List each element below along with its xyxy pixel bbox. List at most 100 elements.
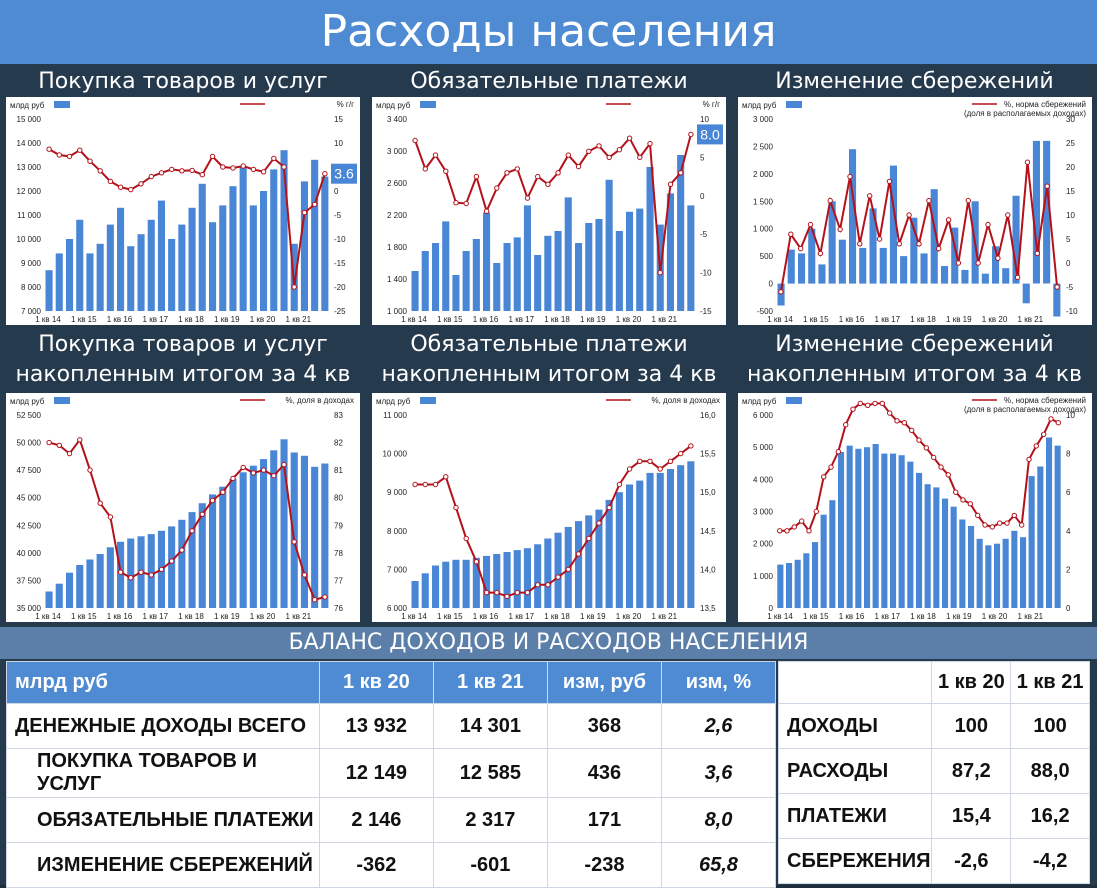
share-col-header-empty (777, 661, 933, 704)
bar (920, 253, 928, 284)
y-tick-label: 7 000 (387, 565, 408, 574)
line-point (66, 450, 73, 457)
y-tick-label: 52 500 (17, 411, 42, 420)
y2-tick-label: 25 (1066, 139, 1075, 148)
bar (1053, 283, 1061, 317)
bar (45, 270, 53, 311)
line-point (1033, 443, 1039, 449)
legend-bar-swatch (420, 101, 436, 108)
y-tick-label: 2 200 (387, 211, 408, 220)
bar (992, 246, 1000, 284)
legend-line-label: % г/г (337, 100, 354, 109)
share-col-header-q1-20: 1 кв 20 (931, 661, 1012, 704)
line-point (975, 260, 981, 266)
bar (677, 155, 685, 311)
cell: -4,2 (1010, 838, 1090, 884)
y-tick-label: 0 (769, 604, 774, 613)
bar (523, 205, 531, 311)
bar (595, 509, 603, 608)
row-label: ДОХОДЫ (777, 703, 933, 749)
bar (787, 249, 795, 284)
bar (564, 197, 572, 311)
bar (462, 251, 470, 311)
bar (687, 205, 695, 311)
bar (188, 512, 196, 608)
bar (544, 235, 552, 311)
bar (881, 453, 888, 608)
line-point (524, 195, 531, 201)
bar (300, 181, 308, 311)
line-point (77, 147, 83, 153)
table-row: ОБЯЗАТЕЛЬНЫЕ ПЛАТЕЖИ 2 146 2 317 171 8,0 (6, 797, 777, 843)
line-point (965, 197, 972, 204)
bar (157, 200, 165, 311)
x-tick-label: 1 кв 14 (35, 612, 61, 621)
bar (300, 455, 308, 608)
x-tick-label: 1 кв 16 (107, 612, 133, 621)
bar (249, 465, 257, 608)
line-point (271, 473, 277, 479)
bar (855, 448, 862, 608)
line-point (494, 185, 500, 191)
line-point (637, 154, 643, 161)
bar (1022, 283, 1030, 304)
panel-title-4: Покупка товаров и услуг накопленным итог… (0, 330, 366, 390)
bar (270, 169, 278, 311)
x-tick-label: 1 кв 20 (616, 612, 642, 621)
bar (677, 465, 685, 608)
bar (168, 239, 176, 311)
x-tick-label: 1 кв 20 (982, 612, 1008, 621)
line-point (545, 582, 551, 588)
line-point (565, 152, 572, 158)
y2-tick-label: 5 (700, 153, 705, 162)
table-row: РАСХОДЫ 87,2 88,0 (777, 748, 1090, 794)
x-tick-label: 1 кв 14 (767, 612, 793, 621)
bar (239, 167, 247, 311)
line-point (1014, 274, 1021, 281)
bar (846, 445, 853, 608)
bar (1011, 530, 1018, 608)
bar (575, 243, 583, 311)
bar (462, 559, 470, 609)
bar (493, 263, 501, 311)
bar (229, 479, 237, 608)
line-point (322, 171, 328, 177)
legend-bar-swatch (420, 397, 436, 404)
bar (959, 519, 966, 608)
legend-bar-label: млрд руб (376, 397, 411, 406)
bar (421, 251, 429, 311)
line-point (945, 472, 952, 478)
bar (889, 165, 897, 284)
bar (513, 237, 521, 311)
line-point (817, 250, 824, 257)
panel-title-5: Обязательные платежи накопленным итогом … (366, 330, 732, 390)
line-point (453, 504, 459, 511)
row-label: ДЕНЕЖНЫЕ ДОХОДЫ ВСЕГО (6, 703, 320, 749)
line-point (799, 518, 805, 524)
x-tick-label: 1 кв 21 (652, 315, 678, 324)
y-tick-label: 10 000 (383, 450, 408, 459)
line-point (97, 500, 103, 506)
table-row: ПЛАТЕЖИ 15,4 16,2 (777, 793, 1090, 839)
y2-tick-label: 16,0 (700, 411, 716, 420)
y2-tick-label: -10 (1066, 307, 1078, 316)
row-label: ПЛАТЕЖИ (777, 793, 933, 839)
y-tick-label: 2 000 (753, 170, 774, 179)
bar (636, 208, 644, 311)
x-tick-label: 1 кв 21 (286, 315, 312, 324)
bar (534, 255, 542, 311)
bar (66, 239, 74, 311)
bar (828, 201, 836, 284)
y2-tick-label: 82 (334, 439, 343, 448)
line-point (807, 221, 814, 228)
bar (961, 269, 969, 284)
cell: 171 (546, 797, 662, 843)
line-point (886, 178, 893, 185)
y2-tick-label: 20 (1066, 163, 1075, 172)
panel-title-6-line2: накопленным итогом за 4 кв (747, 362, 1082, 387)
bar (554, 231, 562, 311)
x-tick-label: 1 кв 17 (143, 315, 169, 324)
y-tick-label: 42 500 (17, 521, 42, 530)
line-point (596, 143, 602, 149)
